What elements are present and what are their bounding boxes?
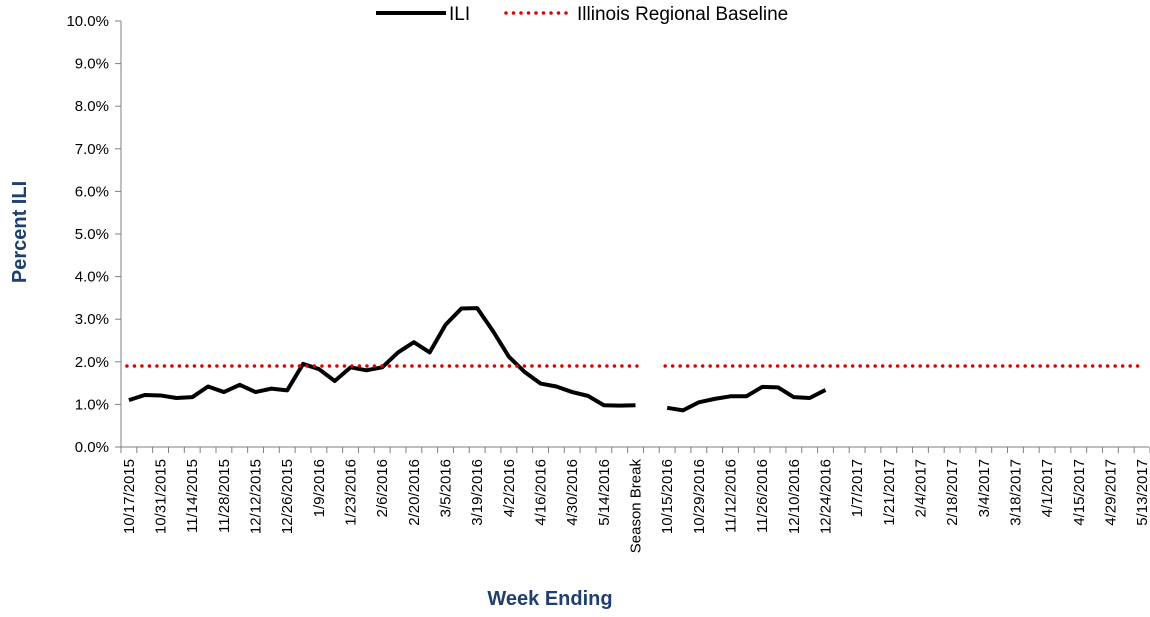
x-tick-label: 10/31/2015	[153, 459, 170, 534]
series-layer	[125, 306, 1146, 413]
x-tick-label: 10/29/2016	[691, 459, 708, 534]
x-tick-label: 10/15/2016	[659, 459, 676, 534]
x-tick-label: 11/26/2016	[754, 459, 771, 533]
x-tick-label: 12/12/2015	[248, 459, 265, 534]
y-tick-label: 3.0%	[75, 311, 109, 328]
x-tick-label: 2/6/2016	[374, 459, 391, 517]
y-tick-label: 8.0%	[75, 98, 109, 115]
x-tick-label: 1/7/2017	[849, 459, 866, 517]
x-tick-label: 12/10/2016	[786, 459, 803, 534]
x-axis-title: Week Ending	[487, 588, 612, 610]
x-tick-label: 4/2/2016	[501, 459, 518, 517]
x-tick-label: 4/16/2016	[533, 459, 550, 526]
y-tick-label: 4.0%	[75, 269, 109, 286]
legend: ILI Illinois Regional Baseline	[376, 4, 788, 25]
legend-baseline-label: Illinois Regional Baseline	[577, 4, 788, 25]
y-tick-label: 10.0%	[66, 13, 109, 30]
x-tick-label: 5/13/2017	[1134, 459, 1150, 526]
x-tick-label: 2/18/2017	[944, 459, 961, 526]
y-axis-title: Percent ILI	[9, 181, 31, 283]
y-tick-label: 9.0%	[75, 56, 109, 73]
x-tick-label: 4/29/2017	[1102, 459, 1119, 526]
x-tick-label: 4/30/2016	[564, 459, 581, 526]
x-tick-label: 2/4/2017	[912, 459, 929, 517]
x-tick-label: 10/17/2015	[121, 459, 138, 534]
x-tick-label: 4/1/2017	[1039, 459, 1056, 517]
x-tick-label: 3/4/2017	[976, 459, 993, 517]
x-tick-label: 5/14/2016	[596, 459, 613, 526]
x-tick-label: 11/28/2015	[216, 459, 233, 533]
ili-series-line	[128, 306, 827, 413]
x-tick-label: 12/26/2015	[279, 459, 296, 534]
y-axis-ticks: 0.0% 1.0% 2.0% 3.0% 4.0% 5.0% 6.0% 7.0% 8.0% 9.0%…	[66, 13, 121, 456]
x-tick-label: 3/18/2017	[1007, 459, 1024, 526]
x-tick-label: 3/19/2016	[469, 459, 486, 526]
x-tick-label: 1/21/2017	[881, 459, 898, 526]
x-tick-label: 3/5/2016	[438, 459, 455, 517]
y-tick-label: 6.0%	[75, 183, 109, 200]
x-tick-label: 4/15/2017	[1071, 459, 1088, 526]
y-tick-label: 5.0%	[75, 226, 109, 243]
x-tick-label: Season Break	[628, 459, 645, 554]
y-tick-label: 7.0%	[75, 141, 109, 158]
x-tick-label: 11/14/2015	[184, 459, 201, 533]
x-tick-label: 11/12/2016	[722, 459, 739, 533]
x-axis-ticks: 10/17/2015 10/31/2015 11/14/2015 11/28/2015…	[120, 447, 1150, 554]
x-tick-label: 2/20/2016	[406, 459, 423, 526]
x-tick-label: 1/23/2016	[343, 459, 360, 526]
x-tick-label: 1/9/2016	[311, 459, 328, 517]
x-tick-label: 12/24/2016	[817, 459, 834, 534]
y-tick-label: 1.0%	[75, 396, 109, 413]
legend-ili-label: ILI	[449, 4, 470, 25]
y-tick-label: 2.0%	[75, 354, 109, 371]
y-tick-label: 0.0%	[75, 439, 109, 456]
